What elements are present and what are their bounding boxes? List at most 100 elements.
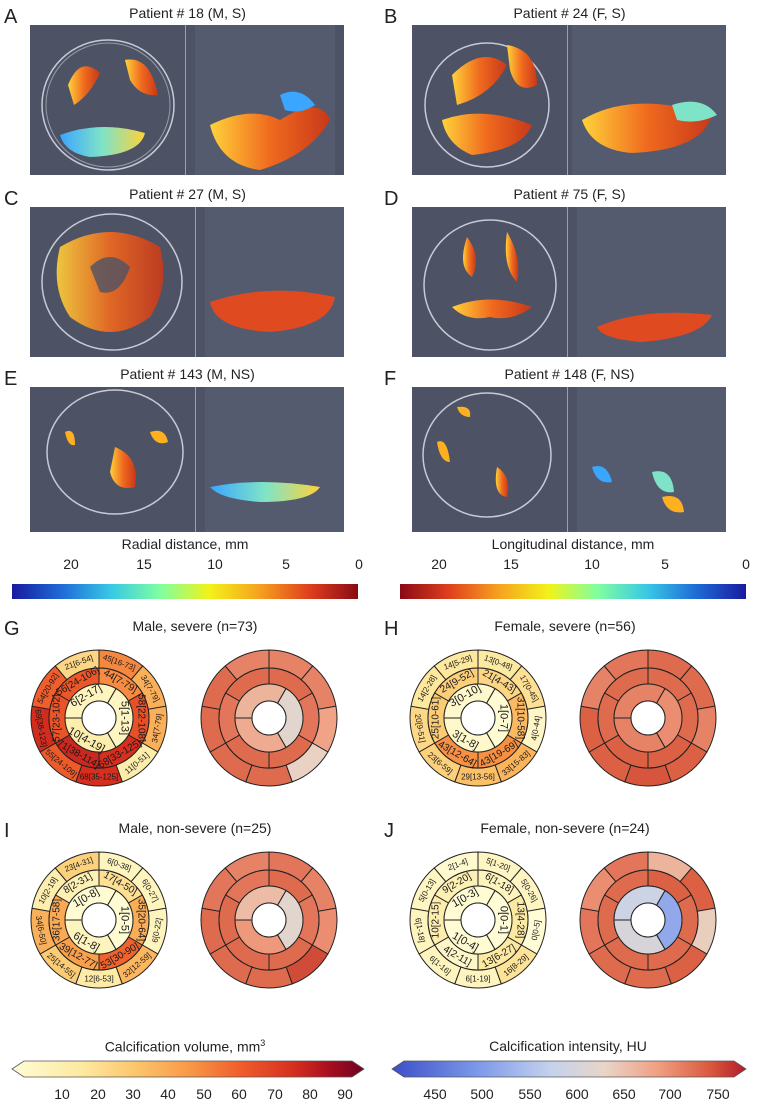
outer-ring-segment — [494, 944, 538, 985]
outer-ring-segment — [200, 907, 227, 955]
radial-colorbar-label: Radial distance, mm — [121, 536, 249, 552]
outer-ring-segment — [98, 649, 144, 681]
volume-colorbar-label-superscript: 3 — [260, 1038, 266, 1048]
outer-ring-segment — [603, 851, 649, 883]
outer-ring-segment — [285, 742, 329, 783]
volume-tick: 10 — [54, 1086, 70, 1102]
outer-ring-segment — [115, 742, 159, 783]
outer-ring-segment — [579, 907, 606, 955]
longitudinal-tick: 10 — [584, 556, 600, 572]
render-title-148: Patient # 148 (F, NS) — [504, 366, 635, 382]
outer-ring-value: 6[1-19] — [466, 975, 491, 984]
render-image — [424, 25, 726, 175]
outer-ring-segment — [418, 944, 462, 985]
longitudinal-colorbar-label: Longitudinal distance, mm — [491, 536, 655, 552]
middle-ring-segment — [434, 734, 479, 769]
outer-ring-value: 2[1-4] — [447, 857, 469, 872]
inner-ring-segment — [64, 919, 117, 955]
outer-ring-value: 5[0-26] — [519, 877, 539, 903]
outer-ring-value: 68[35-125] — [80, 773, 118, 782]
render-patient-27 — [30, 207, 344, 357]
outer-ring-value: 5[1-20] — [485, 856, 511, 873]
render-title-143: Patient # 143 (M, NS) — [120, 366, 255, 382]
middle-ring-segment — [225, 734, 270, 769]
volume-tick: 40 — [160, 1086, 176, 1102]
middle-ring-segment — [55, 667, 100, 702]
outer-ring-segment — [509, 867, 546, 912]
render-patient-18 — [30, 25, 344, 175]
middle-ring-value: 68[33-125] — [97, 738, 144, 772]
outer-ring-value: 34[7-79] — [139, 674, 161, 704]
outer-ring-value: 55[24-109] — [44, 747, 79, 778]
inner-ring-segment — [443, 885, 496, 921]
outer-ring-segment — [31, 867, 68, 912]
middle-ring-segment — [98, 936, 143, 971]
outer-ring-segment — [141, 705, 168, 753]
middle-ring-segment — [434, 936, 479, 971]
outer-ring-value: 23[4-31] — [63, 855, 94, 873]
volume-colorbar — [11, 1060, 365, 1078]
radial-tick: 5 — [282, 556, 290, 572]
middle-ring-segment — [218, 894, 241, 946]
outer-ring-value: 54[20-92] — [36, 672, 61, 706]
middle-ring-segment — [434, 869, 479, 904]
middle-ring-segment — [225, 667, 270, 702]
inner-ring-segment — [234, 717, 287, 753]
outer-ring-segment — [268, 851, 314, 883]
inner-ring-segment — [234, 919, 287, 955]
inner-ring-segment — [234, 683, 287, 719]
middle-ring-segment — [225, 936, 270, 971]
outer-ring-segment — [418, 742, 462, 783]
inner-ring-segment — [64, 717, 117, 753]
outer-ring-segment — [285, 944, 329, 985]
center-hole — [460, 902, 496, 938]
render-patient-24 — [412, 25, 726, 175]
inner-ring-value: 3[0-10] — [447, 682, 483, 710]
center-hole — [251, 902, 287, 938]
render-image — [41, 207, 344, 357]
outer-ring-segment — [433, 649, 479, 681]
outer-ring-value: 13[0-48] — [483, 653, 514, 671]
middle-ring-segment — [647, 734, 692, 769]
outer-ring-segment — [647, 851, 693, 883]
panel-label-c: C — [4, 188, 19, 210]
outer-ring-segment — [130, 867, 167, 912]
middle-ring-segment — [434, 667, 479, 702]
intensity-tick: 600 — [565, 1086, 589, 1102]
middle-ring-segment — [98, 667, 143, 702]
outer-ring-value: 20[9-51] — [413, 713, 427, 743]
middle-ring-value: 58[22-108] — [136, 694, 147, 742]
inner-ring-segment — [443, 717, 496, 753]
outer-ring-segment — [690, 907, 717, 955]
outer-ring-segment — [579, 705, 606, 753]
intensity-colorbar-label: Calcification intensity, HU — [489, 1038, 647, 1054]
render-patient-148 — [412, 387, 726, 532]
middle-ring-segment — [597, 692, 620, 744]
intensity-tick: 500 — [470, 1086, 494, 1102]
inner-ring-segment — [106, 687, 134, 749]
outer-ring-segment — [224, 851, 270, 883]
panel-label-i: I — [4, 820, 10, 842]
middle-ring-segment — [506, 894, 529, 946]
middle-ring-segment — [127, 894, 150, 946]
middle-ring-segment — [604, 936, 649, 971]
middle-ring-value: 6[1-18] — [483, 871, 516, 896]
outer-ring-segment — [624, 966, 672, 989]
outer-ring-segment — [410, 867, 447, 912]
radial-tick: 0 — [355, 556, 363, 572]
bullseye-title-female-nonsevere: Female, non-severe (n=24) — [480, 820, 650, 836]
inner-ring-value: 6[1-8] — [71, 930, 101, 954]
inner-ring-value: 6[2-17] — [68, 682, 104, 710]
middle-ring-segment — [604, 869, 649, 904]
outer-ring-segment — [679, 665, 716, 710]
inner-ring-segment — [655, 889, 683, 951]
longitudinal-colorbar — [400, 584, 746, 599]
middle-ring-segment — [98, 734, 143, 769]
intensity-tick: 750 — [706, 1086, 730, 1102]
bullseye-title-male-severe: Male, severe (n=73) — [132, 618, 258, 634]
middle-ring-value: 56[24-106] — [55, 665, 102, 699]
render-title-18: Patient # 18 (M, S) — [129, 5, 246, 21]
bullseye-title-male-nonsevere: Male, non-severe (n=25) — [118, 820, 272, 836]
intensity-tick: 450 — [423, 1086, 447, 1102]
center-hole — [630, 700, 666, 736]
